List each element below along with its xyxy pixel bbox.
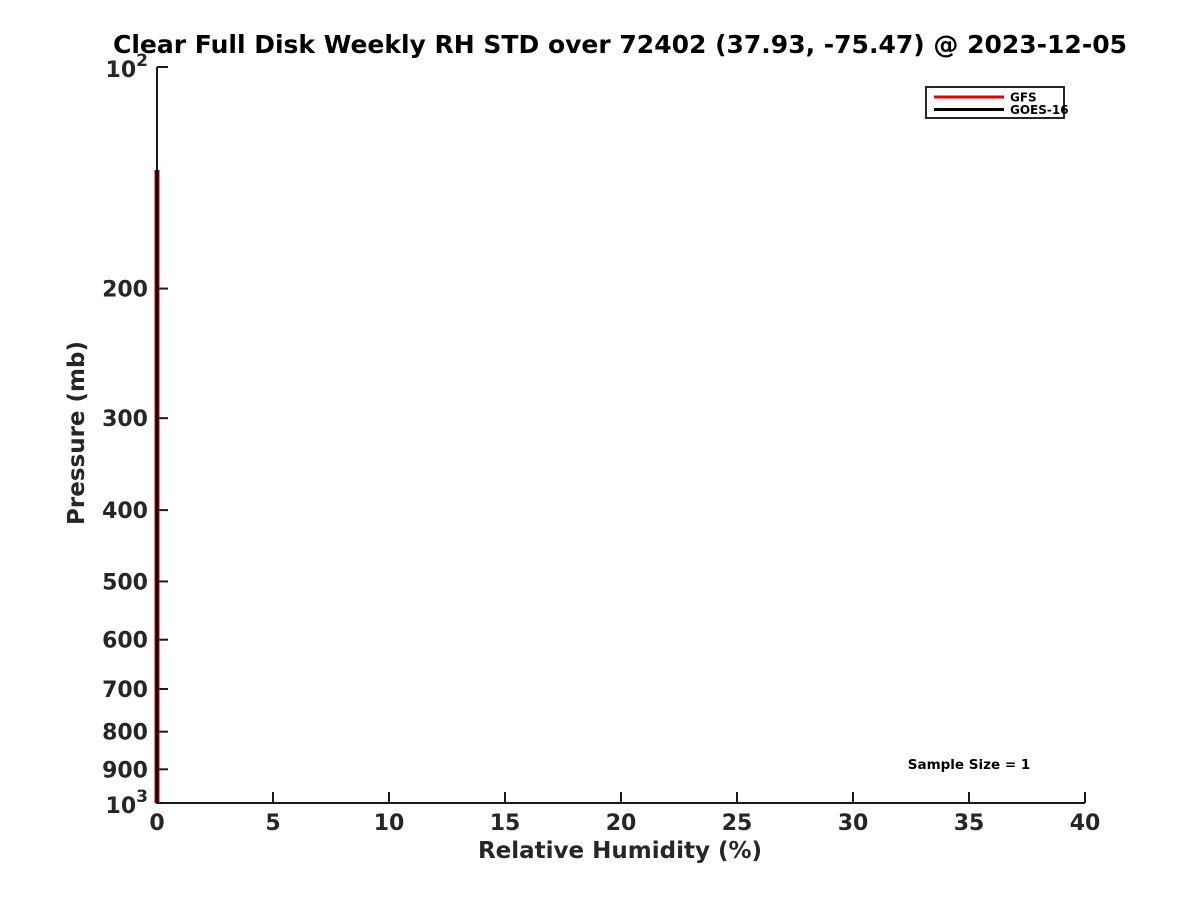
x-tick-label: 15 <box>490 811 521 836</box>
x-tick-label: 35 <box>954 811 985 836</box>
x-tick-label: 20 <box>606 811 637 836</box>
y-tick-label: 400 <box>102 499 148 524</box>
y-tick-label: 900 <box>102 758 148 783</box>
y-tick-label: 103 <box>106 787 148 819</box>
y-tick-label: 200 <box>102 278 148 303</box>
x-tick-label: 10 <box>374 811 405 836</box>
legend-entry-label: GOES-16 <box>1010 103 1069 117</box>
x-tick-label: 5 <box>265 811 280 836</box>
y-tick-label: 102 <box>106 51 148 83</box>
x-tick-label: 25 <box>722 811 753 836</box>
x-axis-label: Relative Humidity (%) <box>478 838 762 864</box>
x-tick-label: 40 <box>1070 811 1101 836</box>
y-tick-label: 600 <box>102 629 148 654</box>
sample-size-annotation: Sample Size = 1 <box>908 757 1031 773</box>
x-tick-label: 0 <box>149 811 164 836</box>
y-tick-label: 300 <box>102 407 148 432</box>
y-tick-label: 500 <box>102 570 148 595</box>
x-tick-label: 30 <box>838 811 869 836</box>
y-axis-label: Pressure (mb) <box>64 341 90 525</box>
legend-box <box>925 86 1065 119</box>
axis-spines <box>156 67 1085 804</box>
y-tick-label: 800 <box>102 721 148 746</box>
legend-entry-label: GFS <box>1010 91 1037 105</box>
chart-title: Clear Full Disk Weekly RH STD over 72402… <box>113 30 1127 59</box>
y-tick-label: 700 <box>102 678 148 703</box>
